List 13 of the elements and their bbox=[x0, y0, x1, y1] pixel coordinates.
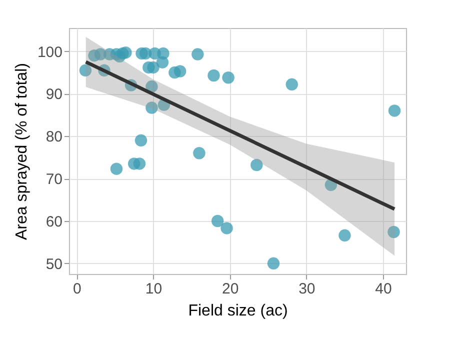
y-tick-label: 60 bbox=[46, 213, 62, 230]
y-tick-label: 70 bbox=[46, 171, 62, 188]
x-tick-label: 40 bbox=[375, 280, 392, 298]
x-tick-label: 10 bbox=[145, 280, 162, 298]
x-tick-label: 0 bbox=[72, 280, 82, 298]
y-tick-label: 100 bbox=[37, 44, 62, 61]
y-tick-label: 90 bbox=[46, 86, 62, 104]
y-tick-label: 80 bbox=[46, 128, 62, 146]
y-tick-label: 50 bbox=[46, 256, 62, 273]
x-tick-label: 30 bbox=[298, 280, 316, 298]
x-tick-label: 20 bbox=[222, 280, 239, 298]
y-axis-title: Area sprayed (% of total) bbox=[13, 63, 30, 240]
x-axis-title: Field size (ac) bbox=[188, 302, 288, 320]
